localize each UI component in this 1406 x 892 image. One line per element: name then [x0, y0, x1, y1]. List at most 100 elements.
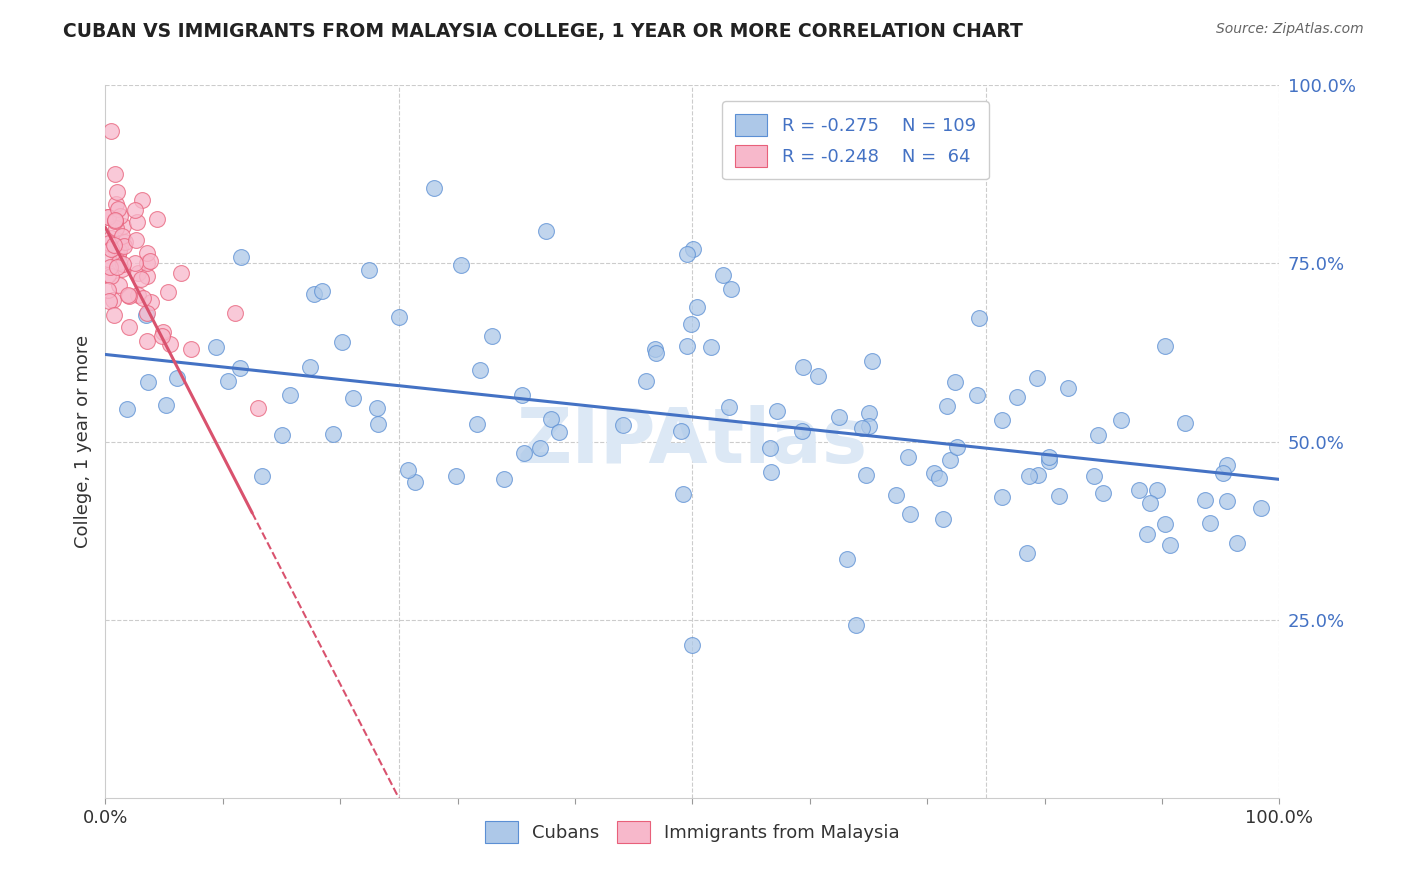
Point: [112, 219, 135, 234]
Point: [1212, 466, 1234, 480]
Point: [139, 254, 162, 268]
Point: [1128, 483, 1150, 497]
Point: [103, 214, 125, 228]
Point: [104, 167, 127, 181]
Point: [860, 353, 883, 368]
Point: [136, 268, 159, 283]
Point: [396, 463, 419, 477]
Point: [529, 441, 551, 455]
Point: [990, 490, 1012, 504]
Point: [101, 293, 124, 307]
Point: [159, 336, 181, 351]
Point: [807, 368, 830, 383]
Point: [759, 442, 782, 456]
Point: [1083, 468, 1105, 483]
Point: [250, 469, 273, 483]
Point: [135, 246, 157, 260]
Point: [1087, 428, 1109, 442]
Point: [679, 317, 702, 331]
Point: [1047, 489, 1070, 503]
Point: [1136, 527, 1159, 541]
Point: [299, 359, 322, 374]
Point: [108, 277, 131, 292]
Point: [686, 300, 709, 314]
Point: [131, 193, 153, 207]
Point: [682, 242, 704, 256]
Point: [1026, 371, 1049, 385]
Point: [98, 235, 121, 250]
Point: [135, 255, 157, 269]
Point: [792, 359, 814, 374]
Point: [100, 124, 122, 138]
Point: [423, 181, 446, 195]
Point: [1057, 381, 1080, 395]
Point: [450, 258, 472, 272]
Point: [270, 428, 292, 442]
Point: [180, 342, 202, 356]
Point: [111, 261, 134, 276]
Point: [217, 375, 239, 389]
Point: [967, 310, 990, 325]
Point: [100, 268, 122, 283]
Point: [342, 391, 364, 405]
Point: [676, 339, 699, 353]
Point: [322, 427, 344, 442]
Point: [1109, 412, 1132, 426]
Point: [311, 284, 333, 298]
Point: [897, 450, 920, 464]
Point: [118, 319, 141, 334]
Point: [135, 308, 157, 322]
Point: [367, 417, 389, 432]
Point: [945, 440, 967, 454]
Point: [481, 329, 503, 343]
Point: [1015, 546, 1038, 560]
Point: [1216, 458, 1239, 472]
Point: [112, 239, 135, 253]
Point: [132, 291, 155, 305]
Y-axis label: College, 1 year or more: College, 1 year or more: [73, 335, 91, 548]
Point: [152, 325, 174, 339]
Point: [97, 268, 120, 282]
Point: [388, 310, 411, 325]
Point: [898, 507, 921, 521]
Text: ZIPAtlas: ZIPAtlas: [517, 405, 868, 478]
Point: [470, 363, 492, 377]
Point: [851, 420, 873, 434]
Point: [534, 224, 557, 238]
Point: [928, 470, 950, 484]
Point: [1018, 469, 1040, 483]
Point: [1154, 516, 1177, 531]
Point: [108, 244, 131, 259]
Point: [858, 418, 880, 433]
Point: [108, 209, 131, 223]
Legend: Cubans, Immigrants from Malaysia: Cubans, Immigrants from Malaysia: [478, 814, 907, 850]
Point: [540, 412, 562, 426]
Point: [135, 334, 157, 349]
Point: [720, 282, 742, 296]
Point: [359, 262, 381, 277]
Point: [97, 210, 120, 224]
Point: [858, 406, 880, 420]
Point: [1146, 483, 1168, 498]
Point: [634, 374, 657, 388]
Text: CUBAN VS IMMIGRANTS FROM MALAYSIA COLLEGE, 1 YEAR OR MORE CORRELATION CHART: CUBAN VS IMMIGRANTS FROM MALAYSIA COLLEG…: [63, 22, 1024, 41]
Point: [98, 294, 121, 309]
Point: [366, 401, 388, 415]
Point: [1026, 467, 1049, 482]
Point: [170, 266, 193, 280]
Point: [1216, 494, 1239, 508]
Point: [404, 475, 426, 489]
Point: [100, 242, 122, 256]
Point: [105, 245, 128, 260]
Point: [100, 230, 122, 244]
Point: [510, 387, 533, 401]
Point: [682, 638, 704, 652]
Point: [676, 247, 699, 261]
Point: [117, 288, 139, 302]
Point: [98, 260, 121, 274]
Point: [644, 345, 666, 359]
Point: [111, 228, 134, 243]
Point: [1038, 454, 1060, 468]
Point: [612, 417, 634, 432]
Point: [104, 221, 127, 235]
